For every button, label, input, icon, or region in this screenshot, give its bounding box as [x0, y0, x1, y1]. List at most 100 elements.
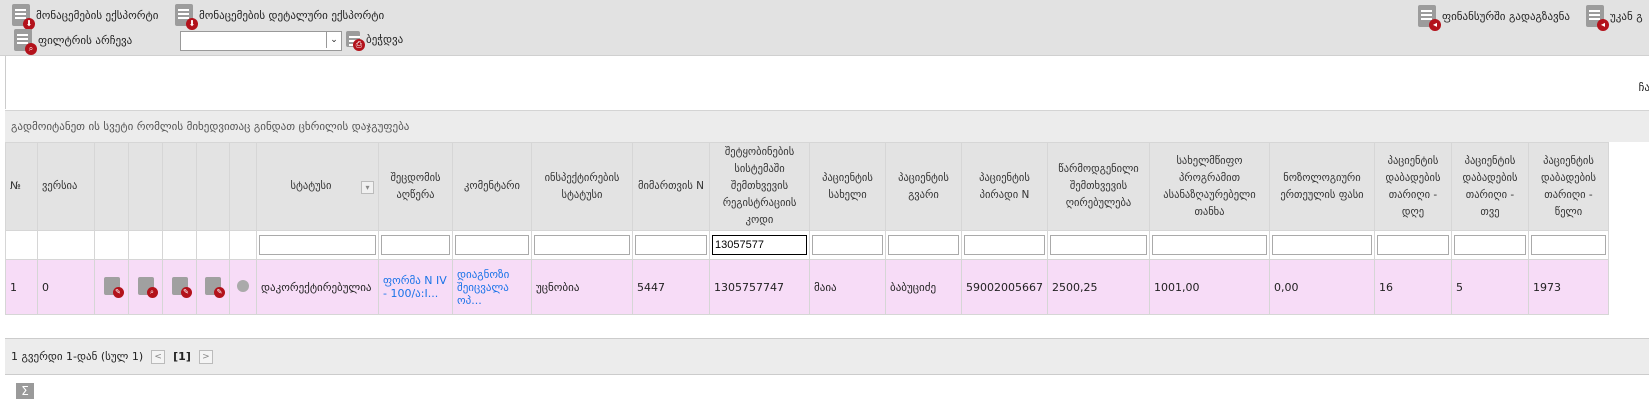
table-cell: 1973: [1527, 259, 1609, 315]
column-header-label: შეცდომის აღწერა: [390, 171, 441, 201]
column-filter-input[interactable]: [1151, 235, 1267, 255]
column-header[interactable]: სახელმწიფო პროგრამით ასანაზღაურებელი თან…: [1148, 142, 1270, 231]
copy-icon[interactable]: ✎: [171, 276, 192, 298]
empty-row: [5, 314, 1609, 340]
group-by-panel[interactable]: გადმოიტანეთ ის სვეტი რომლის მიხედვითაც გ…: [5, 110, 1649, 142]
column-filter-input[interactable]: [534, 235, 630, 255]
pager-summary: 1 გვერდი 1-დან (სულ 1): [11, 350, 144, 363]
column-filter-input[interactable]: [1271, 235, 1372, 255]
table-row[interactable]: 1 0 ✎ ⌕ ✎ ✎ დაკორექტირებულია ფორმა N IV - 100/ა…: [5, 259, 1609, 315]
column-header[interactable]: ინსპექტირების სტატუსი: [531, 142, 633, 231]
view-icon[interactable]: ⌕: [137, 276, 158, 298]
excel-export-icon: ⬇: [12, 4, 35, 30]
filter-search-icon: ⌕: [14, 29, 37, 55]
filter-cell: [1450, 230, 1529, 260]
column-header-label: ნოზოლოგიური ერთეულის ფასი: [1280, 171, 1364, 201]
column-header[interactable]: [229, 142, 257, 231]
edit-icon[interactable]: ✎: [205, 276, 225, 298]
next-page-button[interactable]: >: [198, 349, 213, 364]
right-label: ჩა: [1638, 81, 1649, 94]
column-header[interactable]: პაციენტის დაბადების თარიღი - წელი: [1527, 142, 1609, 231]
info-area: ჩა: [5, 56, 1649, 109]
column-header[interactable]: პაციენტის დაბადების თარიღი - დღე: [1373, 142, 1452, 231]
column-filter-input[interactable]: [1376, 235, 1449, 255]
table-cell: 16: [1373, 259, 1452, 315]
table-cell: 1001,00: [1148, 259, 1270, 315]
print-icon: ⎙: [346, 31, 365, 51]
column-filter-input[interactable]: [259, 235, 376, 255]
cell-value: მაია: [814, 280, 837, 294]
column-header[interactable]: ნოზოლოგიური ერთეულის ფასი: [1268, 142, 1375, 231]
column-header[interactable]: პაციენტის გვარი: [885, 142, 962, 231]
export-button[interactable]: ⬇ მონაცემების ექსპორტი: [12, 4, 158, 30]
column-filter-input[interactable]: [1453, 235, 1526, 255]
filter-cell: [885, 230, 962, 260]
cell-value: 1: [10, 280, 17, 294]
column-header[interactable]: სტატუსი ▾: [256, 142, 379, 231]
current-page[interactable]: [1]: [173, 350, 191, 363]
column-header-label: სახელმწიფო პროგრამით ასანაზღაურებელი თან…: [1163, 154, 1256, 218]
prev-page-button[interactable]: <: [151, 349, 166, 364]
column-header[interactable]: პაციენტის სახელი: [809, 142, 886, 231]
cell-link[interactable]: დიაგნოზი შეიცვალა ოპ...: [457, 267, 510, 307]
cell-value: 59002005667: [966, 280, 1043, 294]
cell-value: 1973: [1532, 280, 1561, 294]
column-header-label: კომენტარი: [464, 180, 520, 192]
column-filter-input[interactable]: [1530, 235, 1606, 255]
column-header[interactable]: წარმოდგენილი შემთხვევის ღირებულება: [1046, 142, 1150, 231]
cell-value: 0,00: [1273, 280, 1299, 294]
return-button[interactable]: ◂ უკან გ: [1586, 5, 1643, 31]
table-cell: 2500,25: [1046, 259, 1150, 315]
cell-value: 5: [1455, 280, 1463, 294]
column-filter-input[interactable]: [812, 235, 883, 255]
filter-cell: [37, 230, 95, 260]
table-cell: დაკორექტირებულია: [256, 259, 379, 315]
table-cell: 1: [5, 259, 38, 315]
column-filter-input[interactable]: [455, 235, 529, 255]
column-header[interactable]: პაციენტის დაბადების თარიღი - თვე: [1450, 142, 1529, 231]
cell-value: უცნობია: [536, 280, 580, 294]
column-header[interactable]: [94, 142, 129, 231]
column-header[interactable]: [196, 142, 230, 231]
filter-cell: [162, 230, 197, 260]
column-filter-input[interactable]: [1049, 235, 1147, 255]
column-filter-input[interactable]: [712, 235, 807, 255]
column-filter-input[interactable]: [964, 235, 1045, 255]
sigma-icon[interactable]: Σ: [16, 383, 34, 399]
column-header-label: შეტყობინების სისტემაში შემთხვევის რეგისტ…: [722, 146, 797, 226]
filter-cell: [128, 230, 163, 260]
cell-link[interactable]: ფორმა N IV - 100/ა:I...: [383, 274, 447, 300]
filter-select[interactable]: ⌄: [180, 31, 342, 51]
send-finance-button[interactable]: ◂ ფინანსურში გადაგზავნა: [1418, 5, 1570, 31]
choose-filter-button[interactable]: ⌕ ფილტრის არჩევა: [14, 29, 133, 55]
column-header[interactable]: მიმართვის N: [632, 142, 710, 231]
choose-filter-label: ფილტრის არჩევა: [38, 33, 133, 47]
column-header-label: პაციენტის დაბადების თარიღი - წელი: [1541, 154, 1596, 218]
column-header[interactable]: შეტყობინების სისტემაში შემთხვევის რეგისტ…: [709, 142, 810, 231]
column-filter-input[interactable]: [635, 235, 707, 255]
column-filter-input[interactable]: [888, 235, 959, 255]
print-button[interactable]: ⎙ ბეჭდვა: [346, 31, 403, 51]
pen-icon[interactable]: [237, 279, 249, 292]
column-header[interactable]: პაციენტის პირადი N: [961, 142, 1048, 231]
column-header-label: პაციენტის დაბადების თარიღი - თვე: [1462, 154, 1518, 218]
table-cell: მაია: [809, 259, 886, 315]
edit-icon[interactable]: ✎: [103, 276, 124, 298]
column-header-label: მიმართვის N: [638, 180, 704, 192]
column-header[interactable]: [162, 142, 197, 231]
filter-cell: [632, 230, 710, 260]
column-header[interactable]: კომენტარი: [452, 142, 532, 231]
column-header[interactable]: ვერსია: [37, 142, 95, 231]
column-header[interactable]: №: [5, 142, 38, 231]
filter-cell: [1373, 230, 1452, 260]
filter-cell: [452, 230, 532, 260]
column-filter-input[interactable]: [381, 235, 450, 255]
filter-cell: [229, 230, 257, 260]
column-header-label: ვერსია: [42, 180, 78, 192]
filter-dropdown-icon[interactable]: ▾: [361, 181, 374, 194]
column-header[interactable]: [128, 142, 163, 231]
column-header[interactable]: შეცდომის აღწერა: [378, 142, 453, 231]
send-finance-label: ფინანსურში გადაგზავნა: [1442, 9, 1570, 23]
detailed-export-button[interactable]: ⬇ მონაცემების დეტალური ექსპორტი: [175, 4, 384, 30]
filter-cell: [1148, 230, 1270, 260]
